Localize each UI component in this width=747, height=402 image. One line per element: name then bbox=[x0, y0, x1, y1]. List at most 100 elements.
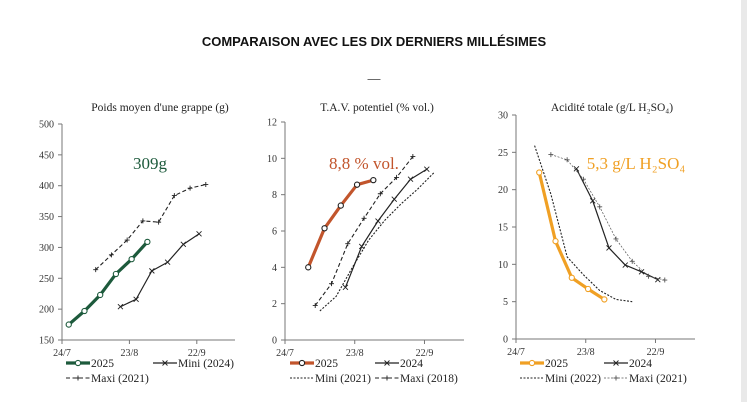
legend-item: 2024 bbox=[375, 358, 423, 370]
data-point-circle bbox=[97, 291, 104, 299]
data-point-plus bbox=[646, 273, 652, 279]
legend-label: 2024 bbox=[629, 358, 652, 370]
series-line bbox=[95, 183, 206, 271]
page-edge bbox=[741, 0, 747, 402]
legend-label: 2025 bbox=[315, 358, 338, 370]
data-point-x bbox=[606, 245, 612, 251]
data-point-circle bbox=[536, 169, 543, 176]
data-point-circle bbox=[128, 256, 135, 263]
y-tick-label: 5 bbox=[503, 297, 508, 308]
legend-label: 2025 bbox=[545, 358, 568, 370]
x-tick-label: 23/8 bbox=[121, 348, 139, 359]
title-separator: — bbox=[368, 71, 381, 86]
data-point-plus bbox=[124, 237, 130, 243]
legend-item: Maxi (2021) bbox=[604, 373, 687, 385]
legend-label: Maxi (2018) bbox=[400, 373, 458, 385]
data-point-plus bbox=[580, 176, 586, 182]
data-point-plus bbox=[75, 375, 81, 381]
x-tick-label: 24/7 bbox=[53, 348, 71, 359]
data-point-plus bbox=[187, 185, 193, 191]
data-point-plus bbox=[662, 277, 668, 283]
chart-potential-alcohol: T.A.V. potentiel (% vol.) 8,8 % vol. 024… bbox=[267, 102, 464, 385]
data-point-x bbox=[407, 176, 414, 183]
data-point-x bbox=[164, 259, 171, 266]
x-tick-label: 23/8 bbox=[346, 348, 364, 359]
data-point-plus bbox=[93, 267, 99, 273]
y-tick-label: 15 bbox=[498, 223, 508, 234]
y-tick-label: 250 bbox=[39, 274, 54, 285]
series-line bbox=[120, 233, 200, 308]
data-point-plus bbox=[203, 181, 209, 187]
legend-item: 2025 bbox=[66, 358, 114, 370]
legend-item: 2024 bbox=[604, 358, 652, 370]
x-tick-label: 22/9 bbox=[416, 348, 434, 359]
series-line bbox=[550, 154, 665, 281]
series-2024 bbox=[573, 165, 661, 283]
data-point-x bbox=[391, 196, 398, 203]
y-tick-label: 300 bbox=[39, 243, 54, 254]
series-line bbox=[67, 240, 149, 326]
chart-annotation: 8,8 % vol. bbox=[329, 154, 399, 173]
data-point-x bbox=[375, 218, 381, 224]
legend-item: Maxi (2021) bbox=[66, 373, 149, 385]
data-point-circle bbox=[321, 225, 328, 232]
data-point-plus bbox=[156, 219, 162, 225]
data-point-plus bbox=[394, 174, 400, 180]
y-tick-label: 500 bbox=[39, 120, 54, 131]
data-point-plus bbox=[171, 193, 177, 199]
series-mini-2022- bbox=[534, 145, 633, 303]
legend-item: 2025 bbox=[520, 358, 568, 370]
chart-annotation: 5,3 g/L H₂SO₄ bbox=[587, 154, 686, 173]
data-point-plus bbox=[328, 281, 334, 287]
y-tick-label: 12 bbox=[267, 118, 277, 129]
series-maxi-2018- bbox=[312, 154, 416, 308]
data-point-circle bbox=[144, 238, 151, 246]
data-point-plus bbox=[597, 204, 603, 210]
series-line bbox=[319, 172, 435, 312]
data-point-plus bbox=[613, 236, 619, 242]
legend-item: Mini (2024) bbox=[153, 358, 234, 370]
y-tick-label: 150 bbox=[39, 336, 54, 347]
x-tick-label: 23/8 bbox=[577, 347, 595, 358]
y-tick-label: 30 bbox=[498, 111, 508, 122]
legend-item: Maxi (2018) bbox=[375, 373, 458, 385]
data-point-circle bbox=[305, 264, 312, 271]
series-2025 bbox=[305, 176, 377, 271]
x-tick-label: 22/9 bbox=[647, 347, 665, 358]
data-point-plus bbox=[312, 302, 318, 308]
data-point-plus bbox=[140, 218, 146, 224]
series-line bbox=[344, 168, 428, 288]
legend-label: 2024 bbox=[400, 358, 423, 370]
series-mini-2024- bbox=[117, 231, 202, 310]
x-tick-label: 24/7 bbox=[276, 348, 294, 359]
y-tick-label: 6 bbox=[272, 227, 277, 238]
chart-grape-weight: Poids moyen d'une grappe (g) 309g 150 200… bbox=[39, 102, 235, 385]
data-point-x bbox=[133, 296, 139, 303]
y-tick-label: 20 bbox=[498, 185, 508, 196]
data-point-plus bbox=[410, 154, 416, 160]
series-line bbox=[575, 168, 659, 281]
data-point-plus bbox=[629, 258, 635, 264]
data-point-circle bbox=[528, 359, 536, 367]
data-point-x bbox=[622, 262, 629, 268]
data-point-x bbox=[196, 231, 202, 237]
series-line bbox=[534, 145, 633, 303]
series-mini-2021- bbox=[319, 172, 435, 312]
legend-label: Maxi (2021) bbox=[629, 373, 687, 385]
data-point-circle bbox=[584, 285, 592, 293]
y-tick-label: 4 bbox=[272, 263, 277, 274]
data-point-x bbox=[180, 241, 187, 248]
y-tick-label: 25 bbox=[498, 148, 508, 159]
data-point-circle bbox=[370, 176, 377, 184]
data-point-x bbox=[162, 360, 168, 366]
data-point-plus bbox=[377, 191, 383, 197]
y-tick-label: 400 bbox=[39, 181, 54, 192]
data-point-x bbox=[589, 198, 596, 204]
series-maxi-2021- bbox=[93, 181, 209, 273]
data-point-x bbox=[613, 360, 619, 366]
data-point-x bbox=[384, 360, 390, 366]
y-tick-label: 10 bbox=[498, 260, 508, 271]
series-line bbox=[314, 156, 414, 306]
y-tick-label: 450 bbox=[39, 150, 54, 161]
